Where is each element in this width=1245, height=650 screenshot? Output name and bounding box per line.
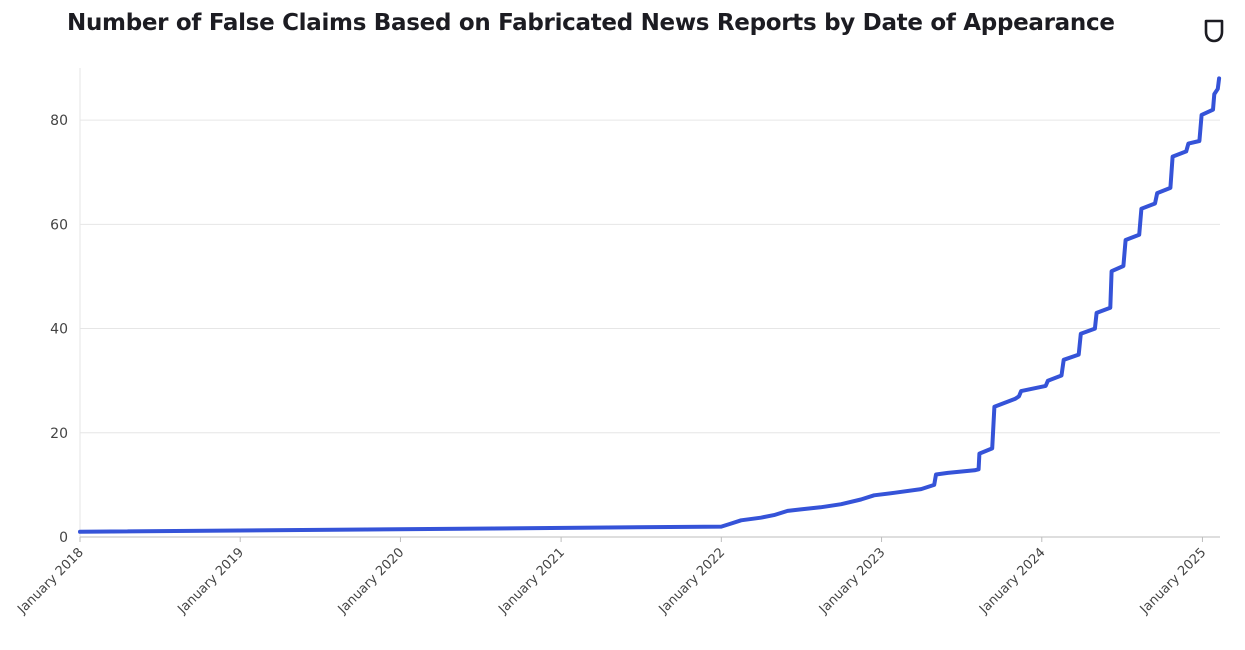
x-tick-label: January 2023	[816, 545, 888, 617]
x-tick-label: January 2024	[976, 545, 1048, 617]
shield-logo-icon	[1204, 19, 1224, 43]
y-tick-label: 40	[50, 322, 68, 338]
x-tick-label: January 2020	[335, 545, 407, 617]
grid-lines	[80, 119, 1220, 434]
series-layer	[78, 76, 1222, 534]
chart-title: Number of False Claims Based on Fabricat…	[67, 10, 1115, 36]
x-tick-label: January 2025	[1137, 545, 1209, 617]
series-line-0	[78, 76, 1222, 534]
y-tick-label: 60	[50, 217, 68, 233]
y-tick-label: 20	[50, 426, 68, 442]
y-tick-labels: 0 20 40 60 80	[50, 113, 68, 546]
axes	[79, 68, 1220, 542]
x-tick-labels: January 2018 January 2019 January 2020 Janu…	[14, 545, 1209, 617]
x-tick-label: January 2021	[495, 545, 567, 617]
y-tick-label: 80	[50, 113, 68, 129]
y-tick-label: 0	[59, 530, 68, 546]
x-tick-label: January 2018	[14, 545, 86, 617]
x-tick-label: January 2022	[656, 545, 728, 617]
x-tick-label: January 2019	[175, 545, 247, 617]
